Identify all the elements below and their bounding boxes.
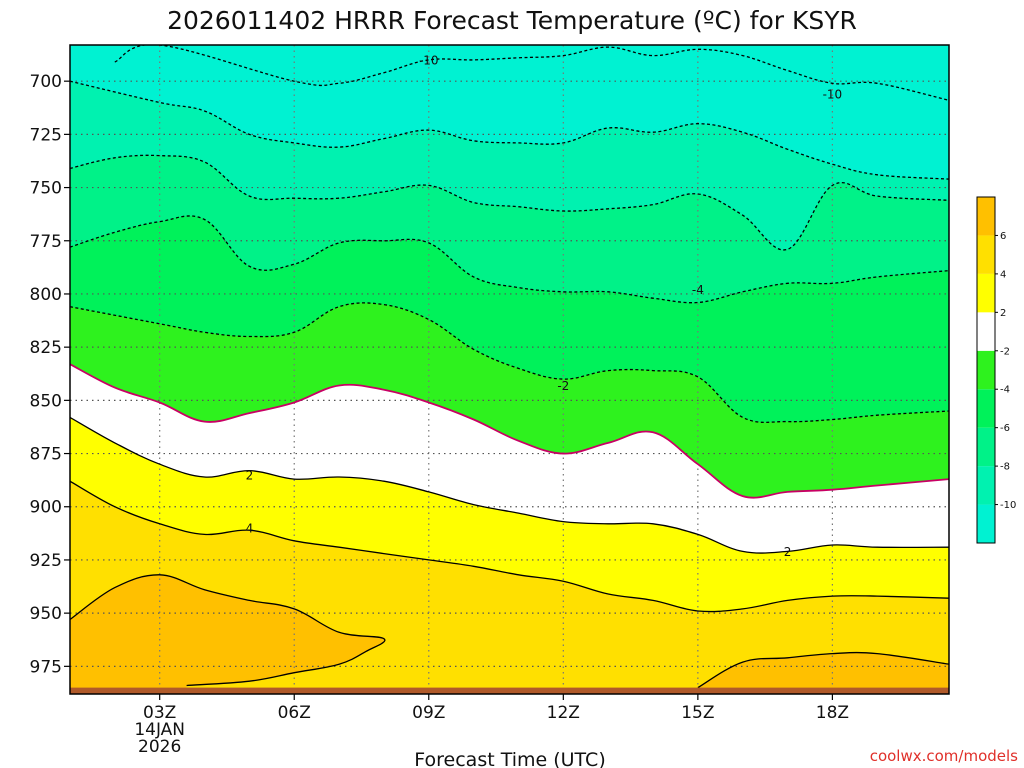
contour-label: -10 xyxy=(823,87,843,101)
contour-line-m4 xyxy=(70,215,949,304)
x-tick-label: 03Z xyxy=(143,703,176,723)
plot-area: -10 -10 -4 -2 2 4 2 xyxy=(70,45,949,694)
ground-terrain xyxy=(70,687,949,694)
y-tick-label: 750 xyxy=(30,179,62,199)
colorbar-label: 2 xyxy=(1000,308,1006,319)
y-tick-label: 700 xyxy=(30,72,62,92)
credit-label: coolwx.com/models xyxy=(870,747,1018,765)
colorbar-frame xyxy=(976,196,996,544)
band-fill-6 xyxy=(70,574,385,694)
y-tick-label: 800 xyxy=(30,285,62,305)
x-tick-label: 15Z xyxy=(681,703,714,723)
colorbar-segment xyxy=(977,350,995,390)
x-tick-label: 12Z xyxy=(547,703,580,723)
plot-frame xyxy=(69,44,950,695)
contour-line-6 xyxy=(697,651,949,689)
colorbar-label: -8 xyxy=(1000,462,1010,473)
contour-label: -10 xyxy=(419,53,439,67)
contour-label: 2 xyxy=(246,468,254,482)
contour-line-m6 xyxy=(70,154,949,251)
y-tick-label: 825 xyxy=(30,338,62,358)
colorbar-segment xyxy=(977,197,995,236)
contour-line-0 xyxy=(70,363,949,499)
y-axis: 700 725 750 775 800 825 850 875 900 925 950 975 xyxy=(30,72,70,677)
colorbar-label: -6 xyxy=(1000,423,1010,434)
contour-label: -4 xyxy=(692,283,704,297)
x-axis-label: Forecast Time (UTC) xyxy=(414,749,605,768)
contour-line-m10 xyxy=(114,45,949,101)
colorbar-segment xyxy=(977,389,995,428)
colorbar-segment xyxy=(977,235,995,274)
chart-title: 2026011402 HRRR Forecast Temperature (ºC… xyxy=(167,6,857,35)
contour-label: 4 xyxy=(246,522,254,536)
colorbar-segment xyxy=(977,312,995,351)
x-tick-date: 14JAN xyxy=(134,720,185,740)
colorbar-segment xyxy=(977,504,995,543)
y-tick-label: 775 xyxy=(30,232,62,252)
x-tick-label: 09Z xyxy=(412,703,445,723)
colorbar-label: -10 xyxy=(1000,500,1016,511)
colorbar-label: -2 xyxy=(1000,346,1010,357)
y-tick-label: 950 xyxy=(30,604,62,624)
y-tick-label: 925 xyxy=(30,551,62,571)
colorbar-segment xyxy=(977,427,995,467)
contour-label: 2 xyxy=(784,545,792,559)
colorbar-label: -4 xyxy=(1000,385,1010,396)
colorbar-label: 4 xyxy=(1000,269,1006,280)
contour-line-6 xyxy=(70,574,386,687)
contour-label: -2 xyxy=(557,379,569,393)
contour-line-4 xyxy=(70,480,949,613)
contour-line-2 xyxy=(70,416,949,554)
y-tick-label: 900 xyxy=(30,498,62,518)
y-tick-label: 975 xyxy=(30,657,62,677)
x-tick-year: 2026 xyxy=(138,737,181,757)
colorbar-segment xyxy=(977,273,995,313)
colorbar: -10 -8 -6 -4 -2 2 4 6 xyxy=(976,196,1016,544)
x-tick-label: 06Z xyxy=(278,703,311,723)
contour-line-m2 xyxy=(70,302,949,423)
y-tick-label: 875 xyxy=(30,445,62,465)
band-fill-6 xyxy=(70,652,949,694)
y-tick-label: 850 xyxy=(30,391,62,411)
x-tick-label: 18Z xyxy=(816,703,849,723)
contour-line-m8 xyxy=(70,80,949,180)
colorbar-label: 6 xyxy=(1000,231,1006,242)
colorbar-segment xyxy=(977,466,995,505)
y-tick-label: 725 xyxy=(30,125,62,145)
